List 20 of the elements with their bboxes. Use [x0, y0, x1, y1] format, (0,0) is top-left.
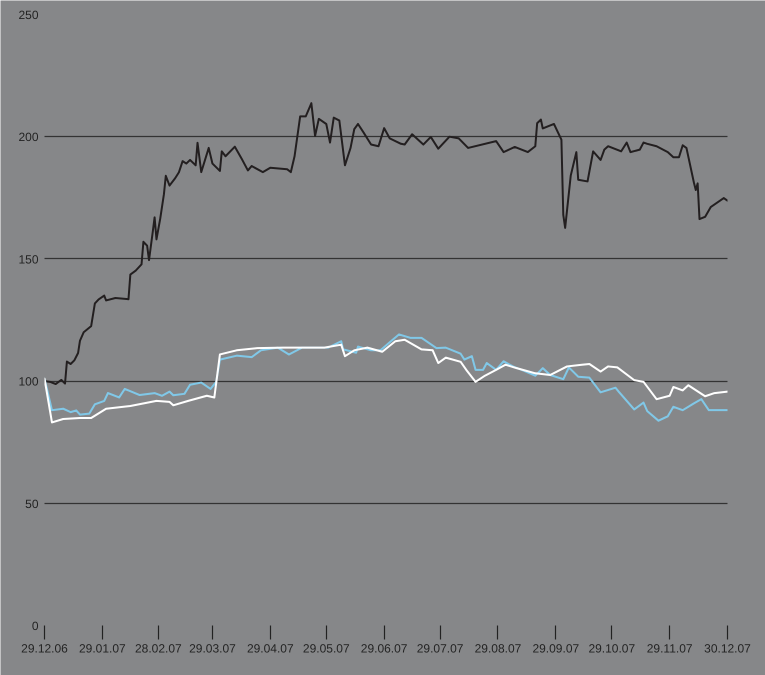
x-tick-label: 29.06.07 — [360, 642, 408, 656]
y-tick-label: 50 — [25, 496, 39, 511]
x-tick-label: 29.10.07 — [588, 642, 636, 656]
x-tick-label: 29.04.07 — [246, 642, 294, 656]
x-tick-label: 29.09.07 — [532, 642, 580, 656]
y-tick-label: 100 — [18, 374, 39, 389]
line-series — [44, 102, 728, 386]
x-tick-label: 29.11.07 — [646, 642, 693, 656]
x-tick-label: 29.03.07 — [189, 642, 236, 656]
x-tick-label: 29.01.07 — [78, 642, 126, 656]
x-tick-label: 29.12.06 — [21, 642, 68, 656]
x-tick-label: 29.07.07 — [416, 642, 464, 656]
y-tick-label: 150 — [18, 252, 39, 266]
x-tick-label: 30.12.07 — [704, 642, 752, 656]
x-tick-label: 29.05.07 — [302, 642, 350, 656]
x-tick-label: 28.02.07 — [134, 642, 182, 656]
y-tick-label: 250 — [18, 8, 39, 22]
x-tick-label: 29.08.07 — [474, 642, 522, 656]
y-tick-label: 200 — [18, 130, 39, 144]
y-tick-label: 0 — [32, 619, 39, 633]
